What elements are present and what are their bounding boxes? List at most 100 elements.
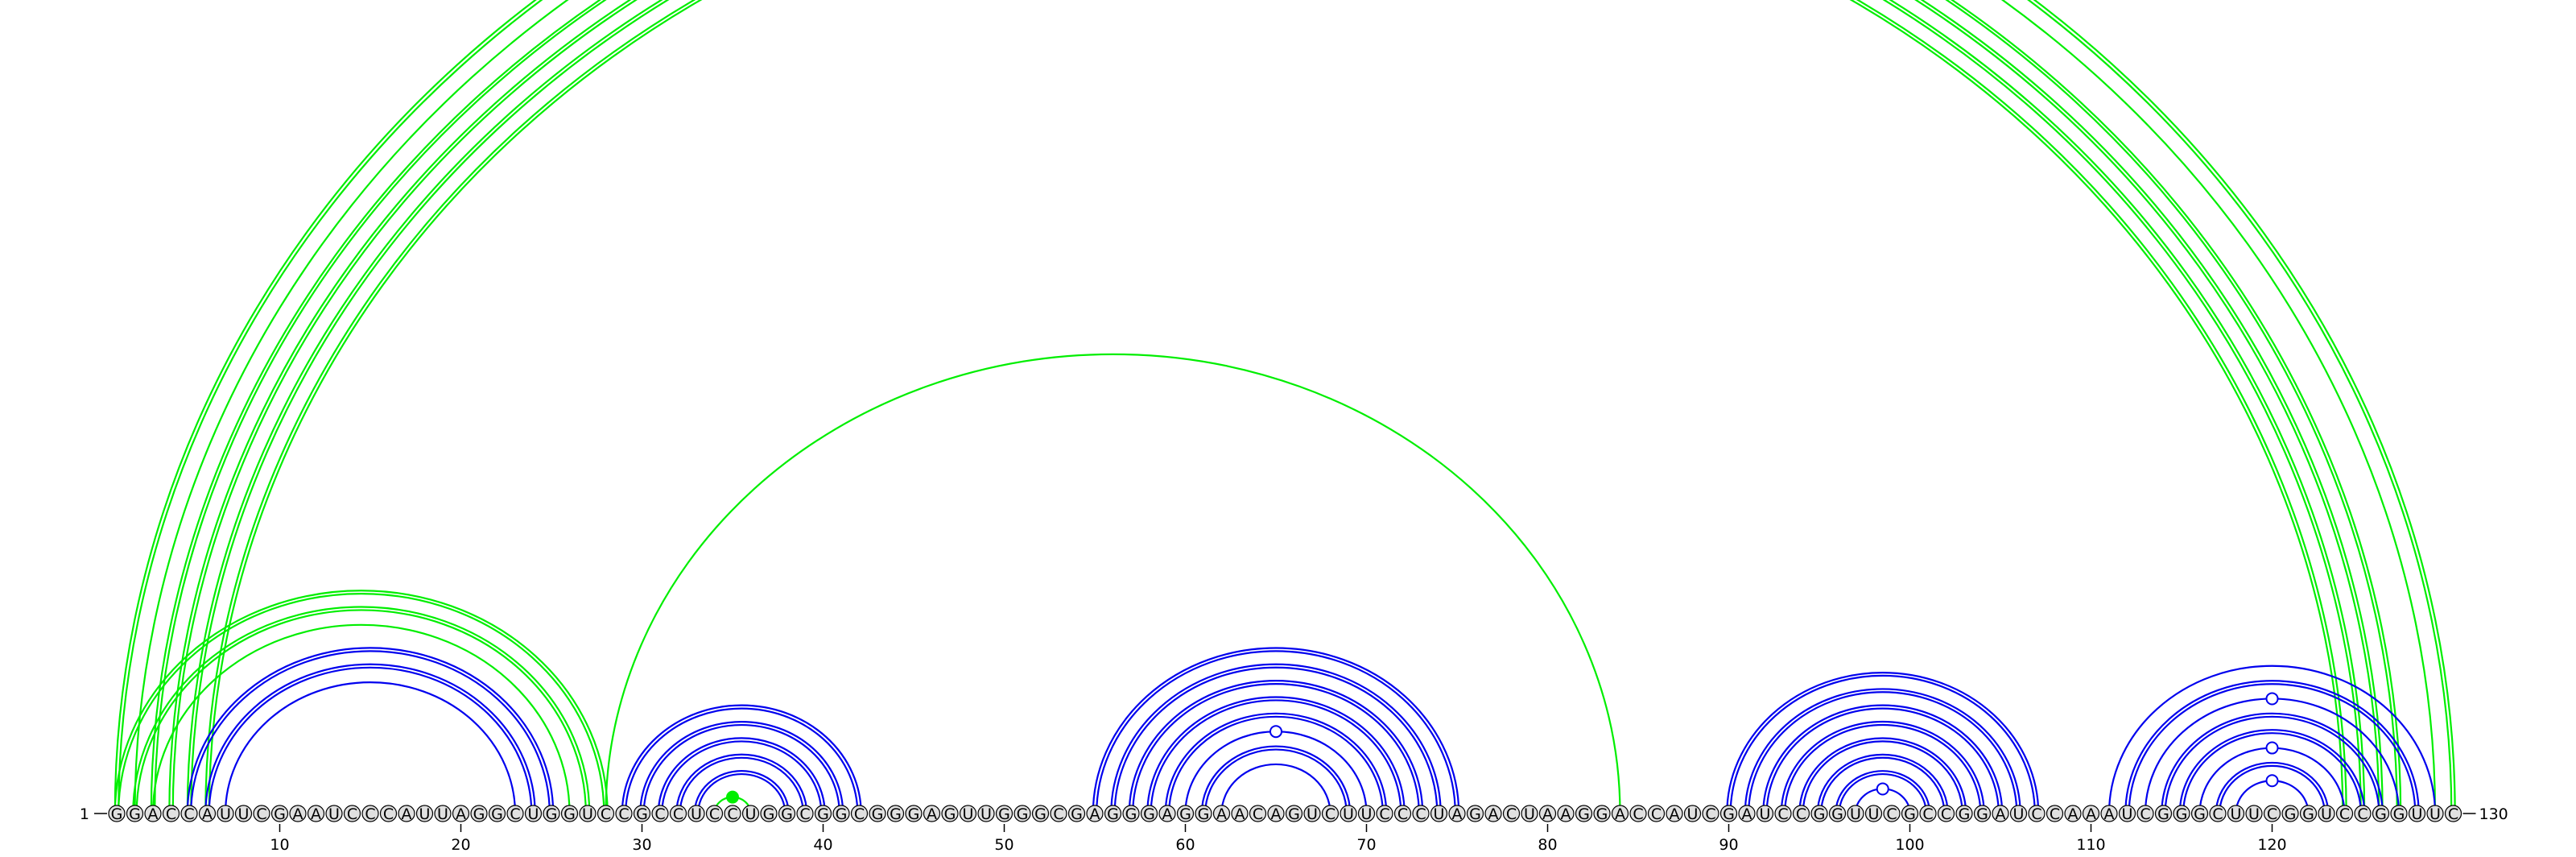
nucleotide: A	[1484, 805, 1502, 823]
nucleotide-circle	[2154, 805, 2173, 822]
arc-96-101-line2	[1835, 770, 1931, 814]
nucleotide-letter: U	[963, 805, 974, 823]
nucleotide-letter: A	[2086, 805, 2096, 823]
nucleotide-letter: C	[1397, 805, 1408, 823]
nucleotide: A	[1448, 805, 1466, 823]
nucleotide-letter: C	[799, 805, 810, 823]
nucleotide-letter: U	[2248, 805, 2260, 823]
nucleotide: G	[1593, 805, 1611, 823]
nucleotide-circle	[2082, 805, 2100, 822]
tick-label: 30	[632, 836, 651, 854]
nucleotide: A	[1231, 805, 1249, 823]
nucleotide-letter: G	[2157, 805, 2169, 823]
nucleotide: C	[705, 805, 724, 823]
nucleotide-letter: U	[220, 805, 231, 823]
nucleotide: C	[180, 805, 198, 823]
nucleotide-letter: C	[673, 805, 683, 823]
arc-90-107-line2	[1726, 671, 2040, 814]
nucleotide-letter: C	[2357, 805, 2368, 823]
arc-91-106-line2	[1744, 688, 2021, 814]
nucleotide-letter: C	[854, 805, 865, 823]
nucleotide-circle	[1719, 805, 1738, 822]
nucleotide-letter: C	[618, 805, 629, 823]
nucleotide-letter: G	[1469, 805, 1481, 823]
nucleotide-letter: A	[1162, 805, 1173, 823]
arc-5-25-line2	[186, 647, 555, 814]
tick-label: 110	[2076, 836, 2105, 854]
arc-94-103-line1	[1802, 740, 1963, 814]
arc-117-123-line2	[2215, 761, 2330, 814]
nucleotide: C	[1774, 805, 1792, 823]
nucleotide-letter: G	[1288, 805, 1300, 823]
nucleotide: A	[1666, 805, 1683, 823]
nucleotide-letter: G	[1578, 805, 1590, 823]
nucleotide: G	[1466, 805, 1484, 823]
nucleotide: A	[289, 805, 307, 823]
nucleotide: U	[434, 805, 452, 823]
nucleotide-circle	[869, 805, 886, 822]
nucleotide-letter: U	[2231, 805, 2242, 823]
nucleotide-circle	[941, 805, 959, 822]
nucleotide-letter: G	[129, 805, 141, 823]
nucleotide-letter: U	[1760, 805, 1771, 823]
nucleotide-circle	[2064, 805, 2082, 822]
arc-4-126-line1	[171, 0, 2380, 814]
nucleotide: U	[2408, 805, 2426, 823]
nucleotide-circle	[144, 805, 162, 822]
nucleotide: G	[2390, 805, 2408, 823]
nucleotide-letter: U	[691, 805, 702, 823]
nucleotide-letter: A	[1452, 805, 1463, 823]
nucleotide-circle	[1792, 805, 1810, 822]
arc-91-106-line1	[1748, 691, 2018, 814]
nucleotide-circle	[415, 805, 434, 822]
nucleotide-circle	[180, 805, 198, 822]
nucleotide: G	[886, 805, 905, 823]
nucleotide-letter: U	[1850, 805, 1861, 823]
tick-label: 90	[1719, 836, 1738, 854]
nucleotide-letter: G	[1596, 805, 1608, 823]
arc-33-38-line2	[693, 770, 790, 814]
tick-label: 40	[813, 836, 832, 854]
nucleotide: G	[1140, 805, 1158, 823]
tick-label: 60	[1175, 836, 1195, 854]
nucleotide-circle	[832, 805, 850, 822]
nucleotide-letter: U	[528, 805, 539, 823]
arc-95-102-line2	[1816, 753, 1949, 814]
nucleotide-letter: A	[148, 805, 159, 823]
start-position-label: 1	[80, 805, 89, 823]
nucleotide-circle	[1303, 805, 1321, 822]
nucleotide-letter: U	[437, 805, 448, 823]
arc-29-42-line1	[625, 707, 859, 814]
nucleotide-circle	[506, 805, 524, 822]
arc-marker-118-122	[2265, 774, 2279, 788]
arc-6-24-line1	[208, 666, 533, 814]
nucleotide-letter: G	[763, 805, 775, 823]
nucleotide-letter: A	[1670, 805, 1680, 823]
base-pair-arcs	[114, 0, 2456, 814]
nucleotide: G	[126, 805, 144, 823]
nucleotide: C	[2136, 805, 2154, 823]
arc-marker-34-36	[726, 790, 739, 804]
arc-30-41-line1	[642, 723, 840, 814]
arc-117-123-line1	[2219, 764, 2326, 814]
nucleotide-circle	[543, 805, 560, 822]
nucleotide: U	[977, 805, 995, 823]
nucleotide-letter: G	[1814, 805, 1826, 823]
nucleotide-letter: A	[202, 805, 213, 823]
nucleotide-letter: C	[1796, 805, 1806, 823]
nucleotide-circle	[361, 805, 379, 822]
nucleotide-circle	[2318, 805, 2335, 822]
nucleotide-letter: A	[1742, 805, 1752, 823]
nucleotide: U	[959, 805, 977, 823]
arc-marker-60-70	[1269, 725, 1282, 739]
nucleotide-letter: U	[2321, 805, 2332, 823]
nucleotide-circle	[923, 805, 941, 822]
nucleotide-letter: G	[546, 805, 558, 823]
nucleotide-circle	[2046, 805, 2064, 822]
nucleotide-circle	[687, 805, 705, 822]
tick-label: 100	[1895, 836, 1924, 854]
nucleotide: U	[1357, 805, 1376, 823]
nucleotide-circle	[1285, 805, 1303, 822]
nucleotide: G	[1176, 805, 1195, 823]
